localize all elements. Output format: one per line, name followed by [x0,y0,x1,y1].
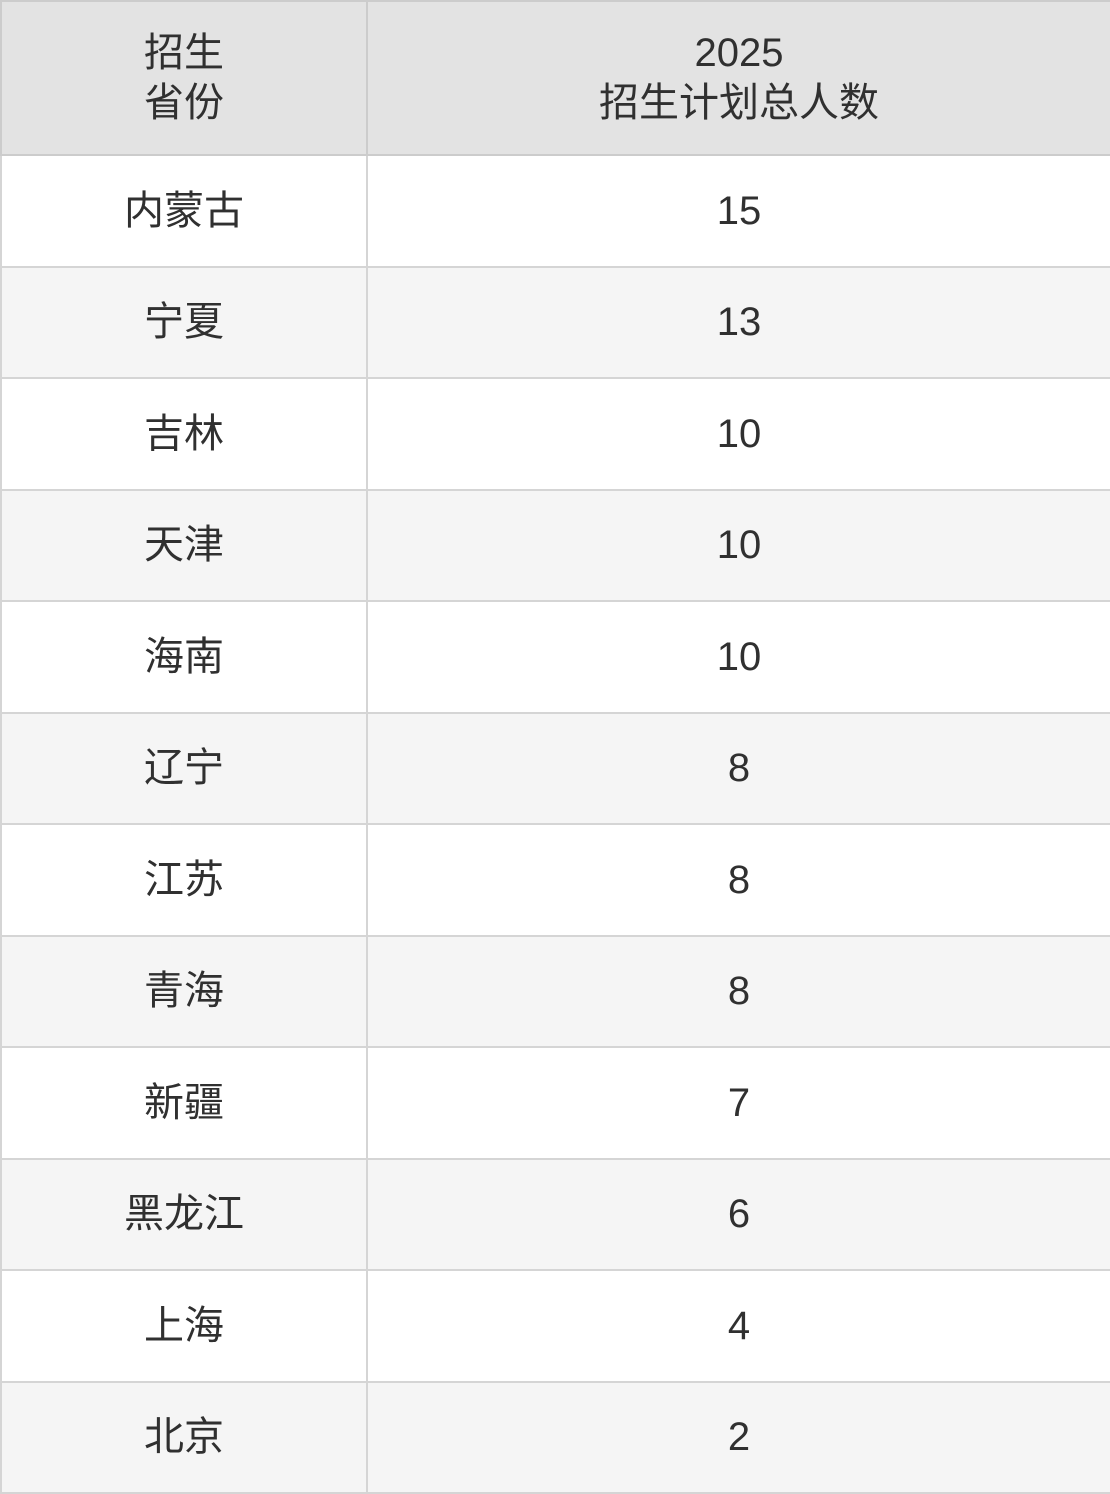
province-cell: 天津 [0,488,368,602]
value-cell: 2 [366,1380,1110,1494]
table-row: 黑龙江 6 [0,1157,1110,1271]
header-cell-plan-total: 2025 招生计划总人数 [366,0,1110,156]
value-cell: 10 [366,377,1110,491]
table-row: 吉林 10 [0,377,1110,491]
province-cell: 内蒙古 [0,154,368,268]
table-row: 辽宁 8 [0,711,1110,825]
province-cell: 吉林 [0,377,368,491]
table-row: 新疆 7 [0,1046,1110,1160]
table-row: 海南 10 [0,600,1110,714]
value-cell: 6 [366,1157,1110,1271]
province-cell: 新疆 [0,1046,368,1160]
value-cell: 8 [366,823,1110,937]
province-cell: 上海 [0,1269,368,1383]
table-row: 宁夏 13 [0,265,1110,379]
province-cell: 宁夏 [0,265,368,379]
table-row: 北京 2 [0,1380,1110,1494]
header-province-line1: 招生 [144,31,224,75]
province-cell: 江苏 [0,823,368,937]
value-cell: 10 [366,488,1110,602]
value-cell: 7 [366,1046,1110,1160]
value-cell: 8 [366,711,1110,825]
header-plan-line2: 招生计划总人数 [599,81,879,125]
value-cell: 15 [366,154,1110,268]
table-row: 内蒙古 15 [0,154,1110,268]
header-cell-province: 招生 省份 [0,0,368,156]
province-cell: 辽宁 [0,711,368,825]
table-row: 青海 8 [0,934,1110,1048]
province-cell: 北京 [0,1380,368,1494]
header-row: 招生 省份 2025 招生计划总人数 [0,0,1110,156]
value-cell: 4 [366,1269,1110,1383]
header-province-line2: 省份 [144,81,224,125]
table-header: 招生 省份 2025 招生计划总人数 [0,0,1110,156]
province-cell: 海南 [0,600,368,714]
value-cell: 13 [366,265,1110,379]
province-cell: 黑龙江 [0,1157,368,1271]
value-cell: 10 [366,600,1110,714]
table-body: 内蒙古 15 宁夏 13 吉林 10 天津 10 海南 10 辽宁 8 江苏 8… [0,154,1110,1494]
province-cell: 青海 [0,934,368,1048]
table-row: 天津 10 [0,488,1110,602]
table-row: 上海 4 [0,1269,1110,1383]
table-row: 江苏 8 [0,823,1110,937]
value-cell: 8 [366,934,1110,1048]
header-plan-line1: 2025 [694,31,784,75]
